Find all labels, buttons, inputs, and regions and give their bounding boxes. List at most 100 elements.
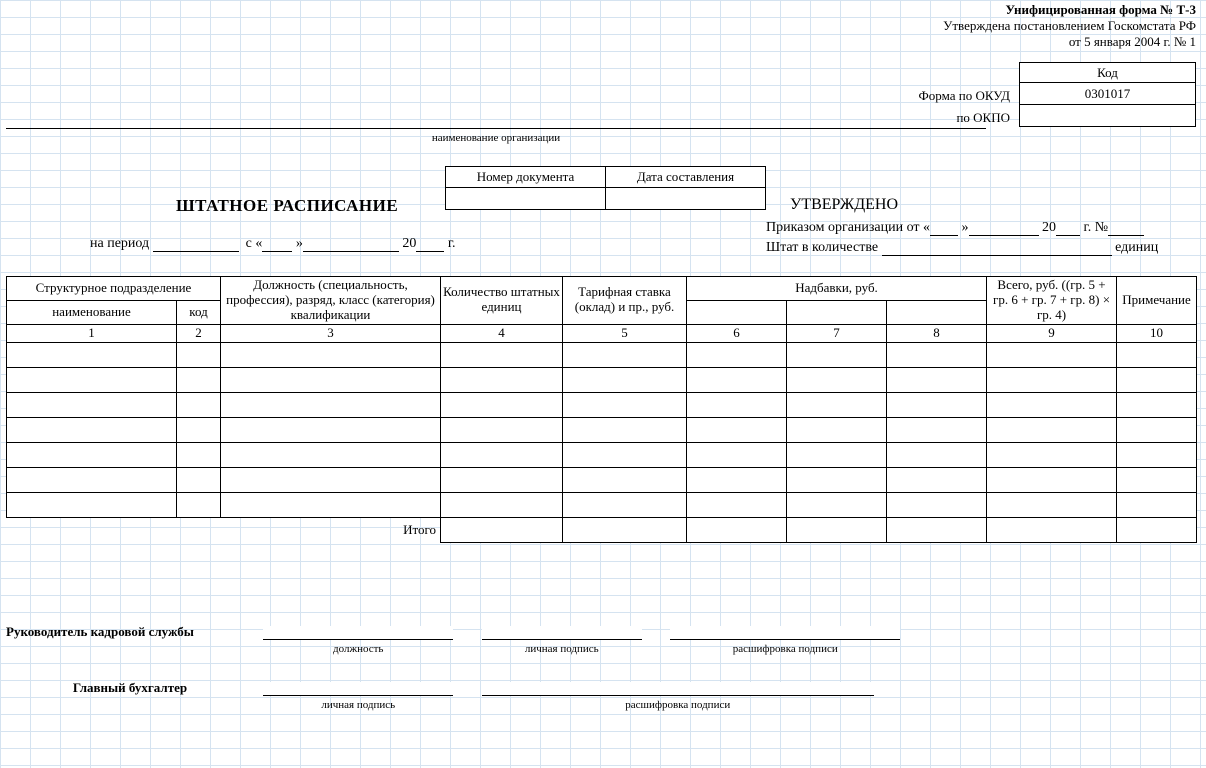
doc-number-value: [446, 188, 606, 210]
table-cell: [987, 367, 1117, 392]
table-cell: [687, 367, 787, 392]
col-note: Примечание: [1117, 277, 1197, 325]
table-cell: [887, 492, 987, 517]
staff-prefix: Штат в количестве: [766, 240, 878, 255]
table-cell: [7, 442, 177, 467]
col-number-4: 4: [441, 324, 563, 342]
col-allow-2: [787, 300, 887, 324]
table-cell: [787, 442, 887, 467]
itogo-cell: [563, 517, 687, 542]
sign-hr-decipher-cap: расшифровка подписи: [670, 643, 900, 655]
table-cell: [987, 442, 1117, 467]
doc-number-date-box: Номер документа Дата составления: [445, 166, 766, 210]
itogo-cell: [887, 517, 987, 542]
approved-year-prefix: 20: [1042, 220, 1056, 235]
table-cell: [787, 417, 887, 442]
approved-prefix: Приказом организации от «: [766, 220, 930, 235]
table-cell: [563, 367, 687, 392]
table-row: [7, 367, 1197, 392]
staff-qty-blank: [882, 255, 1112, 256]
col-allow-group: Надбавки, руб.: [687, 277, 987, 301]
table-cell: [177, 367, 221, 392]
period-year-suffix: г.: [448, 236, 456, 251]
table-cell: [177, 492, 221, 517]
period-blank: [153, 251, 239, 252]
table-cell: [563, 442, 687, 467]
table-cell: [221, 467, 441, 492]
approved-month-blank: [969, 235, 1039, 236]
itogo-cell: [987, 517, 1117, 542]
code-labels: Форма по ОКУД по ОКПО: [919, 88, 1011, 126]
table-row: [7, 492, 1197, 517]
sign-hr-label: Руководитель кадровой службы: [0, 624, 260, 640]
period-month-blank: [303, 251, 399, 252]
table-cell: [1117, 342, 1197, 367]
period-year-prefix: 20: [402, 236, 416, 251]
period-from-close: »: [296, 236, 303, 251]
main-table: Структурное подразделение Должность (спе…: [6, 276, 1197, 543]
table-cell: [7, 417, 177, 442]
table-cell: [221, 367, 441, 392]
period-prefix: на период: [90, 236, 149, 251]
table-cell: [987, 417, 1117, 442]
col-number-9: 9: [987, 324, 1117, 342]
col-allow-1: [687, 300, 787, 324]
table-cell: [221, 417, 441, 442]
col-allow-3: [887, 300, 987, 324]
col-number-2: 2: [177, 324, 221, 342]
col-struct-group: Структурное подразделение: [7, 277, 221, 301]
sign-hr-sign-cap: личная подпись: [482, 643, 642, 655]
table-row: [7, 467, 1197, 492]
table-cell: [887, 392, 987, 417]
table-cell: [563, 467, 687, 492]
table-cell: [221, 342, 441, 367]
table-cell: [887, 342, 987, 367]
sign-hr-sign-line: [482, 626, 642, 640]
staff-suffix: единиц: [1115, 240, 1158, 255]
table-cell: [441, 442, 563, 467]
col-rate: Тарифная ставка (оклад) и пр., руб.: [563, 277, 687, 325]
col-qty: Количество штатных единиц: [441, 277, 563, 325]
table-cell: [687, 442, 787, 467]
sign-acc-decipher-line: [482, 682, 874, 696]
table-cell: [787, 492, 887, 517]
table-cell: [687, 467, 787, 492]
period-line: на период с « » 20 г.: [90, 236, 456, 252]
approved-year-suffix: г. №: [1084, 220, 1109, 235]
col-number-7: 7: [787, 324, 887, 342]
doc-date-value: [606, 188, 766, 210]
form-approved-by: Утверждена постановлением Госкомстата РФ: [6, 18, 1196, 34]
table-cell: [787, 342, 887, 367]
table-cell: [887, 367, 987, 392]
itogo-cell: [787, 517, 887, 542]
col-total: Всего, руб. ((гр. 5 + гр. 6 + гр. 7 + гр…: [987, 277, 1117, 325]
table-cell: [7, 367, 177, 392]
okud-label: Форма по ОКУД: [919, 88, 1011, 104]
table-cell: [7, 392, 177, 417]
col-number-10: 10: [1117, 324, 1197, 342]
col-number-5: 5: [563, 324, 687, 342]
table-row: [7, 442, 1197, 467]
col-position: Должность (специальность, профессия), ра…: [221, 277, 441, 325]
table-cell: [1117, 367, 1197, 392]
table-cell: [563, 492, 687, 517]
table-row: [7, 342, 1197, 367]
table-cell: [563, 417, 687, 442]
col-number-1: 1: [7, 324, 177, 342]
itogo-cell: [441, 517, 563, 542]
org-name-caption: наименование организации: [6, 132, 986, 144]
sign-hr-decipher-line: [670, 626, 900, 640]
table-cell: [441, 392, 563, 417]
table-cell: [887, 442, 987, 467]
table-cell: [887, 467, 987, 492]
table-cell: [987, 392, 1117, 417]
approved-year-blank: [1056, 235, 1080, 236]
approved-mid: »: [962, 220, 969, 235]
col-number-3: 3: [221, 324, 441, 342]
approved-staff-line: Штат в количестве единиц: [766, 240, 1196, 256]
table-cell: [787, 367, 887, 392]
table-cell: [887, 417, 987, 442]
okud-value: 0301017: [1020, 83, 1196, 105]
col-number-8: 8: [887, 324, 987, 342]
okpo-label: по ОКПО: [919, 110, 1011, 126]
